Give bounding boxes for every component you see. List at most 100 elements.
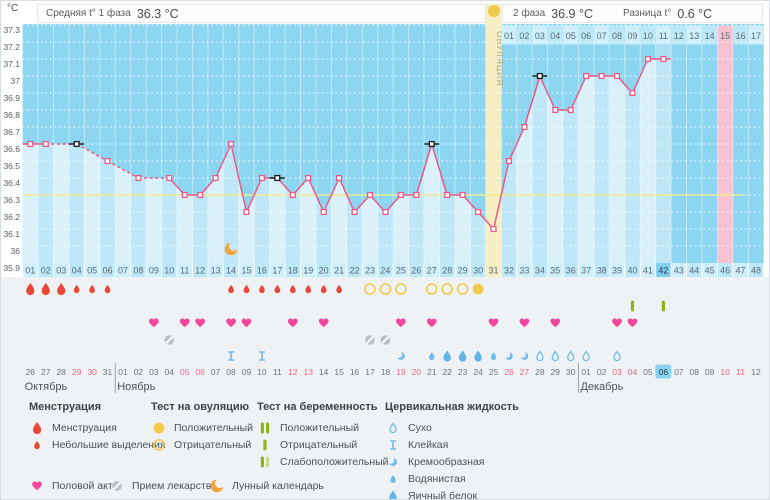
temp-point[interactable] (475, 208, 482, 216)
temp-point-flagged[interactable] (274, 174, 281, 182)
cycle-day-cell[interactable] (656, 263, 671, 277)
date-label: 01 (581, 367, 591, 377)
cycle-day-cell[interactable] (331, 263, 347, 277)
cycle-day-cell[interactable] (424, 263, 439, 277)
cycle-day-cell[interactable] (640, 263, 656, 277)
fluid-dry-icon (536, 350, 544, 362)
cycle-day-cell[interactable] (239, 263, 254, 277)
cycle-day-cell[interactable] (347, 263, 362, 277)
temp-point[interactable] (289, 191, 296, 199)
cycle-day-cell[interactable] (393, 263, 409, 277)
cycle-day-cell[interactable] (69, 263, 84, 277)
temp-point[interactable] (567, 106, 574, 114)
cycle-day-cell[interactable] (23, 263, 38, 277)
temp-point[interactable] (644, 55, 651, 63)
temp-point[interactable] (490, 225, 497, 233)
cycle-day-cell[interactable] (208, 263, 223, 277)
cycle-day-cell[interactable] (486, 263, 501, 277)
temp-point[interactable] (413, 191, 420, 199)
cycle-day-cell[interactable] (733, 263, 748, 277)
cycle-day-cell[interactable] (316, 263, 331, 277)
temp-point[interactable] (583, 72, 590, 80)
month-label: Октябрь (25, 381, 68, 393)
cycle-day-cell[interactable] (285, 263, 301, 277)
cycle-day-cell[interactable] (532, 263, 548, 277)
cycle-day-cell[interactable] (378, 263, 393, 277)
temp-point-flagged[interactable] (536, 72, 543, 80)
temp-point[interactable] (598, 72, 605, 80)
cycle-day-cell[interactable] (362, 263, 378, 277)
cycle-day-cell[interactable] (578, 263, 594, 277)
cycle-day-cell[interactable] (548, 263, 563, 277)
cycle-day-cell[interactable] (563, 263, 578, 277)
cycle-day-cell[interactable] (702, 263, 717, 277)
cycle-day-cell[interactable] (594, 263, 609, 277)
temp-point[interactable] (197, 191, 204, 199)
legend-section-title: Тест на овуляцию (151, 401, 250, 413)
temp-point[interactable] (613, 72, 621, 80)
legend-item-label: Клейкая (408, 438, 449, 451)
temp-point[interactable] (181, 191, 188, 199)
cycle-day-cell[interactable] (115, 263, 131, 277)
cycle-day-cell[interactable] (439, 263, 455, 277)
temp-point[interactable] (320, 208, 327, 216)
cycle-day-cell[interactable] (38, 263, 53, 277)
temp-point[interactable] (243, 208, 250, 216)
temp-point[interactable] (660, 55, 667, 63)
temp-point[interactable] (459, 191, 466, 199)
temp-point[interactable] (505, 157, 513, 165)
cycle-day-cell[interactable] (146, 263, 162, 277)
phase2-day-cell (671, 25, 687, 45)
temp-point[interactable] (305, 174, 312, 182)
temp-point[interactable] (397, 191, 404, 199)
temp-point[interactable] (351, 208, 358, 216)
cycle-day-cell[interactable] (409, 263, 424, 277)
cycle-day-cell[interactable] (177, 263, 192, 277)
cycle-day-cell[interactable] (223, 263, 239, 277)
date-label: 14 (319, 367, 329, 377)
cycle-day-cell[interactable] (687, 263, 702, 277)
temp-point[interactable] (444, 191, 451, 199)
cycle-day-cell[interactable] (53, 263, 69, 277)
temp-point[interactable] (227, 140, 235, 148)
cycle-day-cell[interactable] (301, 263, 316, 277)
cycle-day-cell[interactable] (625, 263, 640, 277)
legend-item-label: Отрицательный (174, 438, 252, 451)
temp-point[interactable] (521, 123, 528, 131)
temp-point[interactable] (366, 191, 374, 199)
cycle-day-cell[interactable] (270, 263, 285, 277)
cycle-day-cell[interactable] (162, 263, 177, 277)
date-label: 04 (165, 367, 175, 377)
cycle-day-cell[interactable] (748, 263, 764, 277)
drop-small-icon (259, 284, 265, 294)
cycle-day-cell[interactable] (717, 263, 733, 277)
temp-point[interactable] (135, 174, 142, 182)
date-label: 18 (381, 367, 391, 377)
cycle-day-cell[interactable] (254, 263, 270, 277)
cycle-day-cell[interactable] (100, 263, 115, 277)
temp-point[interactable] (27, 140, 34, 148)
temp-point[interactable] (42, 140, 49, 148)
temp-point[interactable] (212, 174, 219, 182)
temp-point[interactable] (382, 208, 389, 216)
temp-point[interactable] (258, 174, 265, 182)
temp-point[interactable] (629, 89, 636, 97)
temp-point[interactable] (166, 174, 173, 182)
date-label: 26 (504, 367, 514, 377)
temp-point-flagged[interactable] (73, 140, 80, 148)
temp-point[interactable] (336, 174, 343, 182)
cycle-day-cell[interactable] (609, 263, 625, 277)
cycle-day-cell[interactable] (501, 263, 517, 277)
temp-point[interactable] (552, 106, 559, 114)
temp-point[interactable] (104, 157, 111, 165)
cycle-day-cell[interactable] (455, 263, 470, 277)
cycle-day-cell[interactable] (671, 263, 687, 277)
cycle-day-cell[interactable] (131, 263, 146, 277)
cycle-day-cell[interactable] (470, 263, 486, 277)
cycle-day-cell[interactable] (517, 263, 532, 277)
cycle-day-cell[interactable] (84, 263, 100, 277)
today-date-highlight[interactable] (655, 364, 672, 379)
temp-point-flagged[interactable] (428, 140, 435, 148)
legend-item-label: Слабоположительный (280, 455, 389, 468)
cycle-day-cell[interactable] (192, 263, 208, 277)
